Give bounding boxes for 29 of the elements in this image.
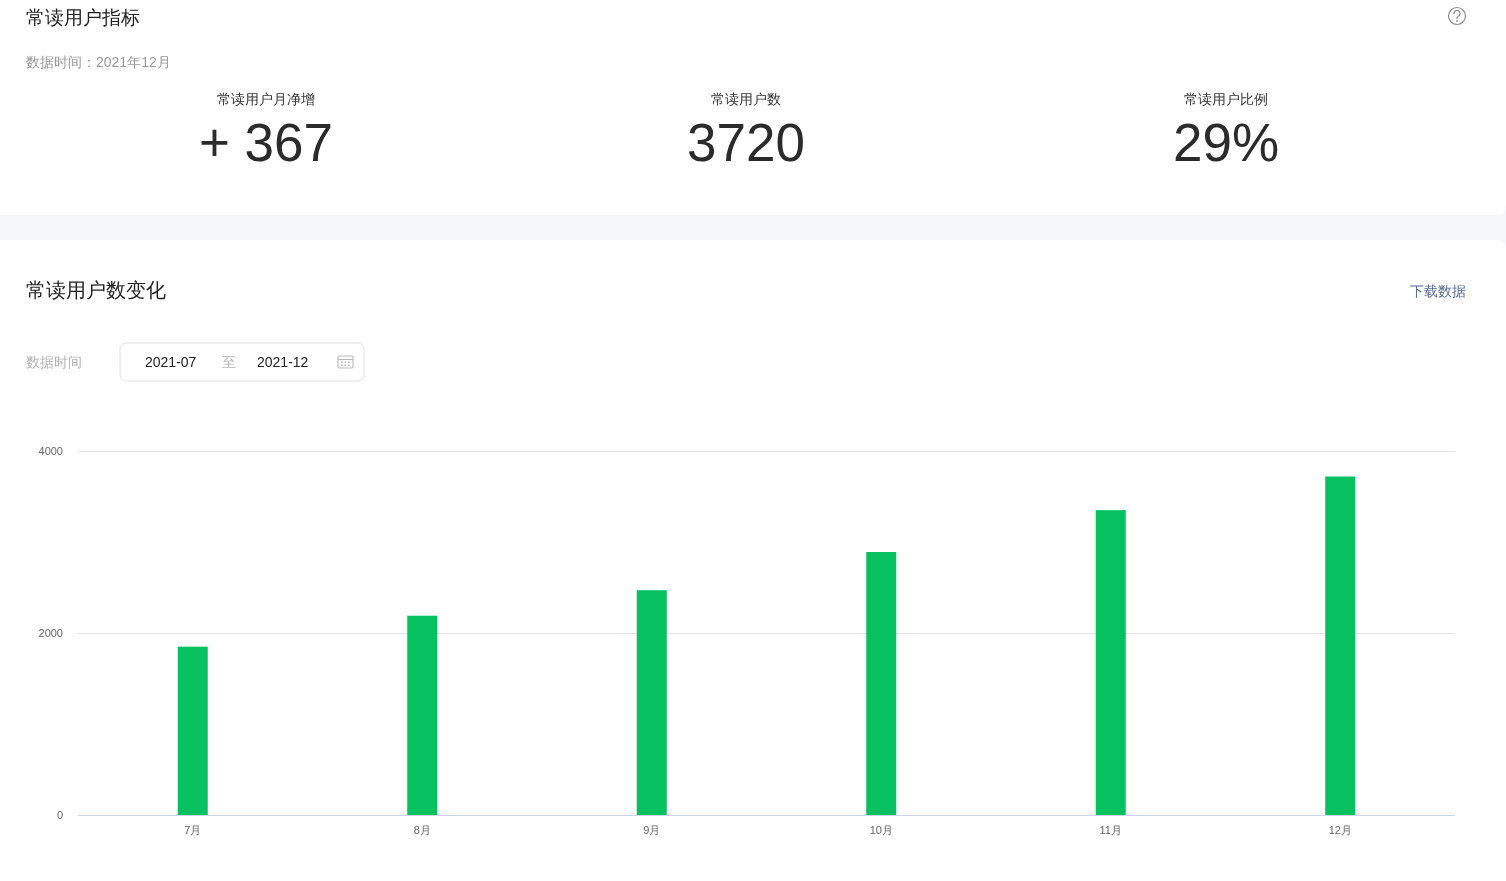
- text: 数据时间：2021年12月: [26, 54, 171, 70]
- text: 数据时间: [26, 354, 82, 370]
- bar: [866, 552, 897, 815]
- y-tick-label: 2000: [38, 627, 63, 639]
- bar: [407, 615, 438, 815]
- text: 常读用户比例: [1184, 91, 1268, 107]
- text: 下载数据: [1410, 283, 1466, 299]
- x-tick-label: 11月: [1099, 824, 1122, 836]
- x-tick-label: 8月: [413, 824, 431, 836]
- text: 3720: [687, 113, 805, 172]
- bar: [1095, 510, 1126, 815]
- bar: [177, 646, 208, 815]
- y-tick-label: 0: [56, 809, 63, 821]
- bar: [1325, 476, 1356, 815]
- x-tick-label: 12月: [1328, 824, 1352, 836]
- text: 常读用户指标: [26, 7, 140, 28]
- text: + 367: [198, 113, 334, 172]
- y-tick-label: 4000: [38, 445, 63, 457]
- x-tick-label: 7月: [184, 824, 202, 836]
- text: 2021-07: [145, 354, 197, 370]
- text: 常读用户数: [711, 91, 781, 107]
- text: 29%: [1172, 113, 1280, 172]
- bar: [636, 590, 667, 815]
- text: 常读用户月净增: [217, 91, 315, 107]
- x-tick-label: 9月: [643, 824, 661, 836]
- x-tick-label: 10月: [869, 824, 893, 836]
- chart-title: 常读用户数变化: [26, 279, 166, 301]
- text: 至: [222, 354, 236, 370]
- text: 2021-12: [257, 354, 309, 370]
